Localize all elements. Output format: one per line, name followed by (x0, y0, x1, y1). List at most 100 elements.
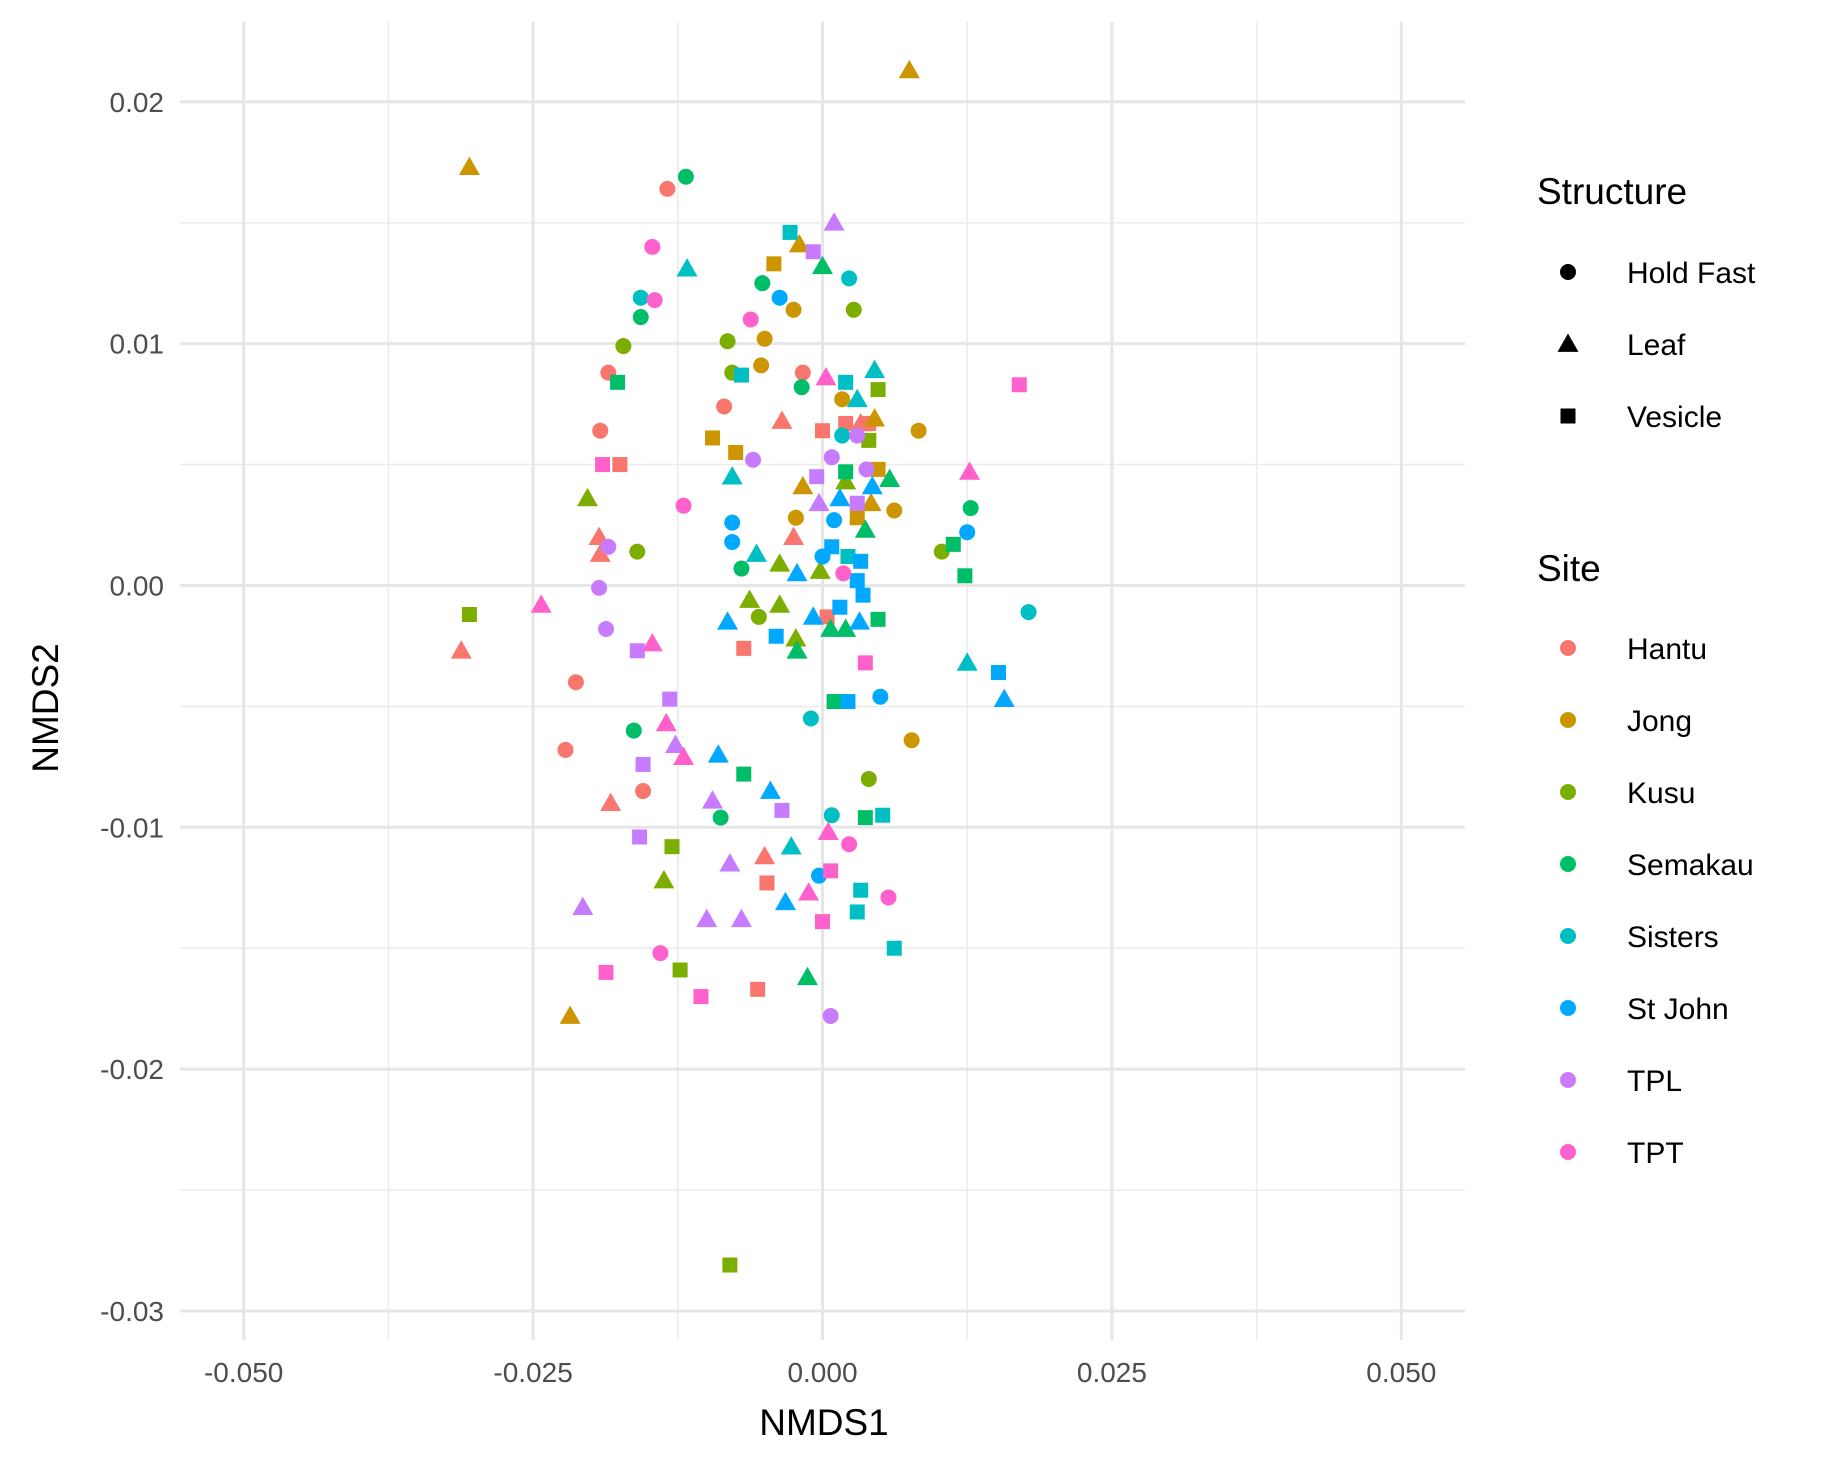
legend-key-triangle (1557, 333, 1579, 352)
data-point-semakau (826, 694, 842, 710)
data-point-sisters (834, 427, 851, 444)
y-tick-label: -0.02 (100, 1054, 164, 1085)
data-point-st-john (759, 780, 781, 799)
data-point-hantu (592, 422, 609, 439)
data-point-st-john (826, 512, 843, 529)
legend-key-tpl (1560, 1072, 1576, 1088)
data-point-semakau (796, 966, 818, 986)
data-point-jong (785, 301, 802, 318)
data-point-hantu (815, 423, 830, 439)
data-point-jong (458, 156, 480, 175)
data-point-hantu (754, 845, 776, 865)
data-point-st-john (849, 573, 865, 589)
y-tick-label: -0.03 (100, 1296, 164, 1327)
data-point-semakau (736, 766, 752, 782)
data-point-tpl (745, 451, 762, 468)
data-point-kusu (461, 606, 477, 622)
data-point-tpt (815, 914, 830, 930)
data-point-kusu (809, 560, 831, 579)
data-point-st-john (959, 524, 976, 541)
data-point-sisters (632, 289, 649, 306)
legend-label: Hantu (1627, 633, 1707, 666)
data-point-semakau (857, 810, 873, 826)
data-point-kusu (739, 589, 761, 608)
data-point-sisters (782, 224, 798, 240)
data-point-tpl (702, 790, 724, 809)
data-point-hantu (736, 640, 752, 656)
data-point-sisters (676, 258, 698, 277)
data-point-tpl (662, 691, 678, 707)
x-axis-title: NMDS1 (759, 1402, 889, 1443)
legend-key-jong (1560, 712, 1576, 728)
data-point-tpl (823, 212, 845, 231)
data-point-tpt (693, 989, 709, 1005)
data-point-tpt (641, 633, 663, 652)
data-point-kusu (860, 770, 877, 787)
data-point-tpt (644, 238, 661, 255)
data-point-jong (860, 492, 882, 512)
data-point-jong (559, 1005, 581, 1024)
data-point-kusu (933, 543, 950, 560)
data-point-kusu (719, 333, 736, 350)
data-point-hantu (635, 783, 652, 800)
y-tick-label: 0.02 (110, 87, 165, 118)
data-point-hantu (794, 364, 811, 381)
data-point-tpl (600, 538, 617, 555)
data-point-sisters (886, 940, 902, 956)
data-point-tpt (646, 292, 663, 309)
data-point-hantu (838, 415, 854, 431)
data-point-jong (787, 509, 804, 526)
legend-label: TPL (1627, 1065, 1682, 1098)
data-point-tpl (805, 244, 821, 260)
grid (180, 22, 1465, 1340)
data-point-tpt (595, 457, 611, 473)
data-point-st-john (872, 688, 889, 705)
data-point-kusu (769, 594, 791, 613)
data-point-sisters (802, 710, 819, 727)
data-point-semakau (610, 374, 626, 390)
data-point-hantu (557, 741, 574, 758)
data-point-kusu (769, 553, 791, 572)
data-point-tpl (635, 756, 651, 772)
x-axis-ticks: -0.050 -0.025 0.000 0.025 0.050 (204, 1357, 1436, 1388)
data-point-st-john (768, 628, 784, 644)
data-point-st-john (724, 533, 741, 550)
data-point-semakau (879, 468, 901, 487)
data-point-semakau (870, 611, 886, 627)
data-point-semakau (733, 560, 750, 577)
data-point-hantu (567, 674, 584, 691)
legend-label: St John (1627, 993, 1729, 1026)
data-point-kusu (870, 382, 886, 398)
data-point-sisters (956, 652, 978, 671)
data-point-jong (886, 502, 903, 519)
data-point-kusu (785, 628, 807, 647)
data-point-st-john (853, 553, 869, 569)
data-point-sisters (721, 466, 743, 485)
data-point-st-john (771, 289, 788, 306)
data-point-st-john (774, 891, 796, 911)
x-tick-label: 0.050 (1366, 1357, 1436, 1388)
data-point-sisters (846, 388, 868, 408)
data-point-st-john (707, 744, 729, 763)
data-point-semakau (838, 464, 854, 480)
data-point-semakau (945, 536, 961, 552)
data-point-st-john (993, 688, 1015, 708)
data-point-st-john (855, 587, 871, 603)
data-point-semakau (754, 275, 771, 292)
data-point-sisters (841, 270, 858, 287)
data-point-sisters (864, 359, 886, 379)
data-point-kusu (672, 962, 688, 978)
data-point-jong (705, 430, 721, 446)
x-tick-label: 0.000 (787, 1357, 857, 1388)
data-point-st-john (717, 611, 739, 630)
data-point-tpl (598, 621, 615, 638)
data-point-st-john (990, 665, 1006, 681)
data-point-jong (756, 330, 773, 347)
data-point-tpt (742, 311, 759, 328)
x-tick-label: -0.025 (493, 1357, 572, 1388)
data-point-jong (788, 233, 810, 253)
data-point-tpt (835, 565, 852, 582)
data-point-tpt (815, 366, 837, 386)
data-point-st-john (861, 475, 883, 495)
y-tick-label: -0.01 (100, 812, 164, 843)
